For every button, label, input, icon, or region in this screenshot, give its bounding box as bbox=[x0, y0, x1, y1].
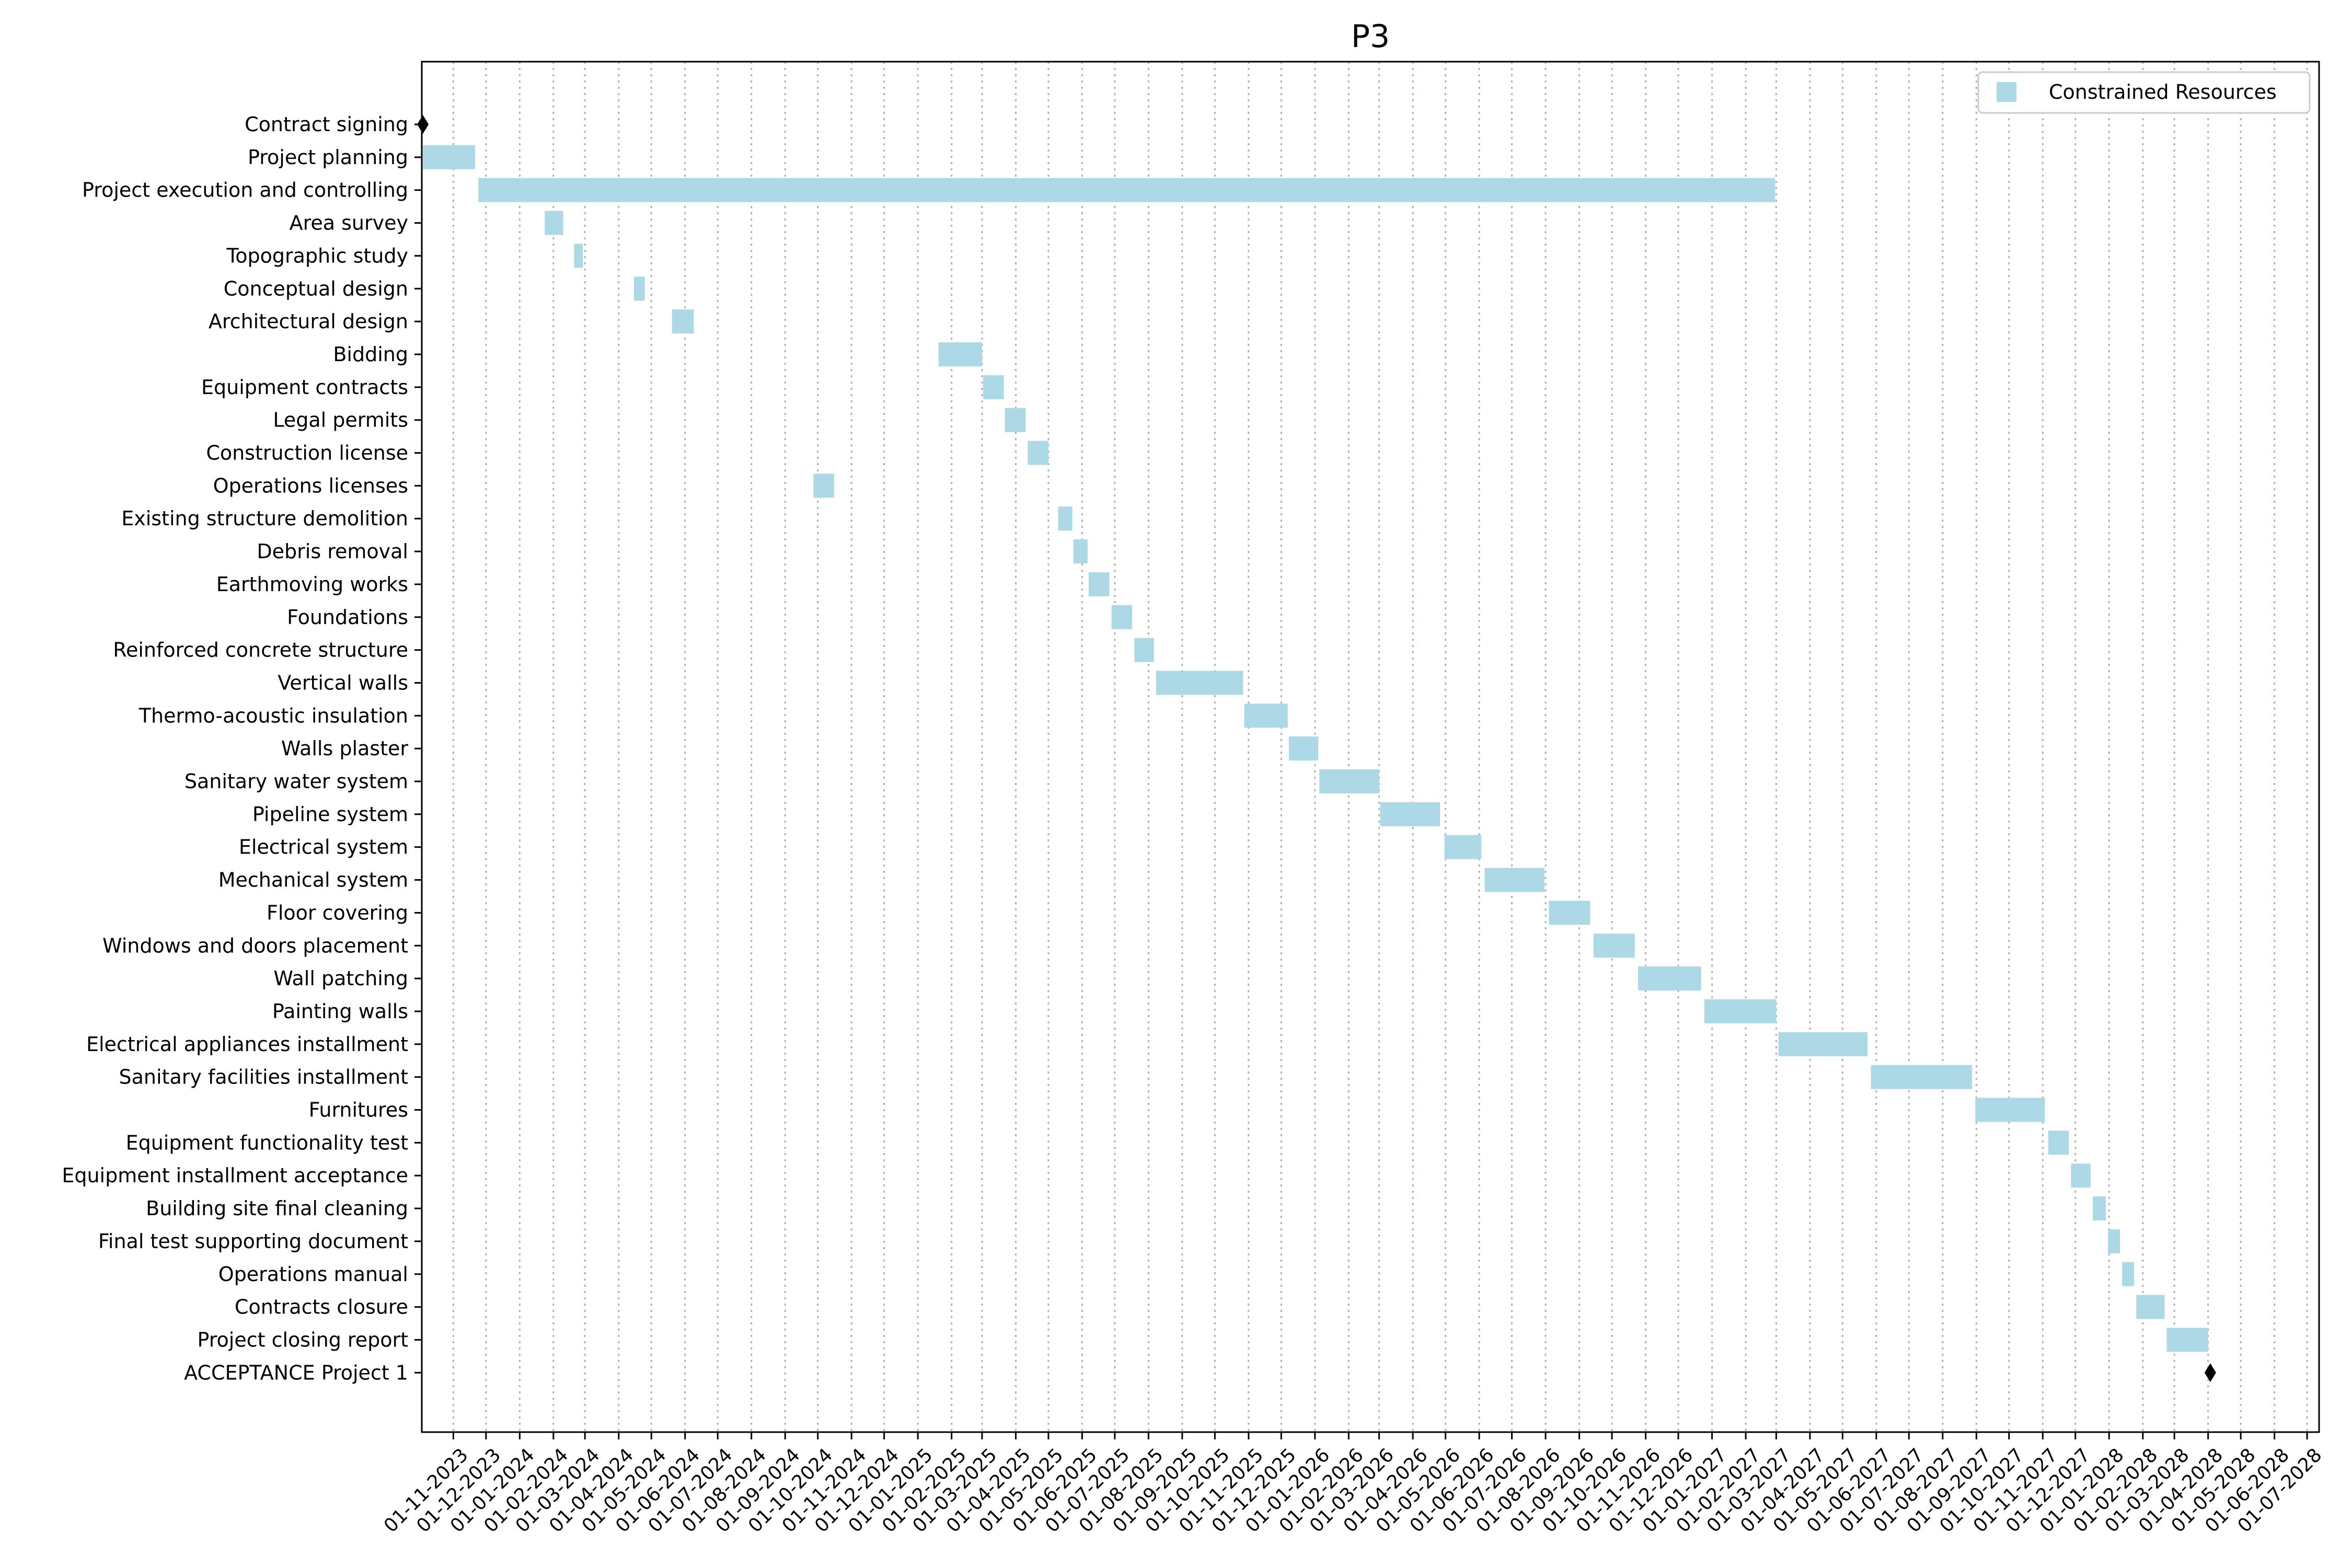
legend-box bbox=[1977, 71, 2311, 114]
task-bar bbox=[938, 342, 982, 366]
task-label: Mechanical system bbox=[218, 869, 408, 892]
task-label: Operations manual bbox=[218, 1263, 408, 1286]
task-label: Electrical system bbox=[239, 836, 408, 859]
task-bars bbox=[417, 115, 2216, 1382]
task-bar bbox=[813, 474, 834, 498]
task-label: Reinforced concrete structure bbox=[113, 639, 408, 662]
task-bar bbox=[1444, 835, 1482, 859]
task-bar bbox=[1704, 999, 1777, 1023]
task-bar bbox=[1156, 671, 1243, 695]
task-bar bbox=[2166, 1328, 2208, 1352]
task-bar bbox=[2122, 1262, 2135, 1286]
task-label: Project execution and controlling bbox=[82, 179, 408, 202]
task-bar bbox=[1005, 408, 1026, 432]
task-bar bbox=[1871, 1065, 1973, 1089]
task-bar bbox=[2093, 1196, 2106, 1221]
grid-lines bbox=[452, 62, 2308, 1432]
legend: Constrained Resources bbox=[1977, 71, 2311, 114]
task-label: Legal permits bbox=[273, 409, 408, 432]
task-label: Floor covering bbox=[267, 901, 408, 924]
task-label: Windows and doors placement bbox=[102, 934, 408, 957]
task-bar bbox=[423, 145, 475, 169]
task-bar bbox=[983, 375, 1004, 399]
task-label: Area survey bbox=[290, 212, 408, 235]
task-bar bbox=[1319, 769, 1379, 793]
task-bar bbox=[633, 276, 645, 301]
task-label: Project closing report bbox=[198, 1328, 409, 1351]
task-label: Operations licenses bbox=[213, 474, 408, 497]
task-bar bbox=[1975, 1098, 2045, 1122]
task-label: Equipment installment acceptance bbox=[62, 1164, 408, 1187]
milestone-marker bbox=[417, 115, 429, 134]
task-label: Sanitary water system bbox=[185, 770, 408, 793]
task-label: Final test supporting document bbox=[98, 1230, 408, 1253]
milestone-marker bbox=[2204, 1363, 2216, 1382]
legend-label: Constrained Resources bbox=[2049, 80, 2277, 103]
task-bar bbox=[1111, 605, 1133, 629]
task-label: Wall patching bbox=[273, 967, 408, 990]
task-label: Equipment contracts bbox=[201, 376, 408, 399]
task-label: Foundations bbox=[287, 606, 408, 629]
task-label: Building site final cleaning bbox=[146, 1197, 408, 1220]
task-bar bbox=[2071, 1163, 2091, 1188]
task-label: Contract signing bbox=[245, 113, 408, 136]
plot-frame bbox=[421, 61, 2320, 1433]
task-labels: Contract signing Project planning Project … bbox=[62, 113, 422, 1384]
task-label: Electrical appliances installment bbox=[86, 1033, 408, 1056]
task-bar bbox=[1778, 1032, 1868, 1056]
task-label: Walls plaster bbox=[281, 737, 408, 760]
task-bar bbox=[1058, 506, 1073, 531]
chart-title: P3 bbox=[1351, 18, 1390, 55]
legend-swatch bbox=[1997, 82, 2016, 102]
task-bar bbox=[1484, 868, 1545, 892]
task-bar bbox=[574, 244, 583, 268]
task-bar bbox=[1088, 572, 1110, 596]
task-label: Debris removal bbox=[257, 540, 408, 563]
x-axis-ticks: 01-11-202301-12-202301-01-202401-02-2024… bbox=[380, 1432, 2326, 1537]
task-bar bbox=[2108, 1229, 2120, 1253]
task-label: Contracts closure bbox=[235, 1296, 408, 1319]
task-label: Painting walls bbox=[272, 1000, 408, 1023]
task-label: Project planning bbox=[248, 146, 408, 169]
task-label: Existing structure demolition bbox=[121, 507, 408, 530]
task-label: Conceptual design bbox=[224, 277, 408, 300]
task-bar bbox=[2048, 1131, 2069, 1155]
task-bar bbox=[478, 178, 1775, 202]
task-label: Construction license bbox=[206, 442, 408, 465]
task-bar bbox=[1134, 638, 1154, 662]
task-bar bbox=[1593, 933, 1635, 958]
task-bar bbox=[1549, 901, 1590, 925]
task-bar bbox=[1288, 736, 1319, 761]
task-bar bbox=[2136, 1295, 2165, 1319]
task-label: Furnitures bbox=[309, 1099, 408, 1122]
task-bar bbox=[1638, 966, 1701, 991]
task-label: Pipeline system bbox=[252, 803, 408, 826]
task-bar bbox=[1380, 802, 1440, 826]
task-label: Bidding bbox=[333, 343, 408, 366]
task-label: ACCEPTANCE Project 1 bbox=[184, 1361, 408, 1384]
task-label: Sanitary facilities installment bbox=[119, 1066, 409, 1089]
task-bar bbox=[545, 211, 563, 235]
task-bar bbox=[1028, 441, 1048, 465]
task-label: Architectural design bbox=[209, 310, 408, 333]
task-label: Vertical walls bbox=[278, 671, 408, 694]
task-label: Topographic study bbox=[226, 244, 408, 267]
task-bar bbox=[1073, 539, 1088, 564]
task-label: Equipment functionality test bbox=[126, 1131, 408, 1154]
task-bar bbox=[672, 309, 694, 334]
task-label: Thermo-acoustic insulation bbox=[139, 704, 408, 727]
task-label: Earthmoving works bbox=[216, 573, 408, 596]
task-bar bbox=[1244, 704, 1288, 728]
